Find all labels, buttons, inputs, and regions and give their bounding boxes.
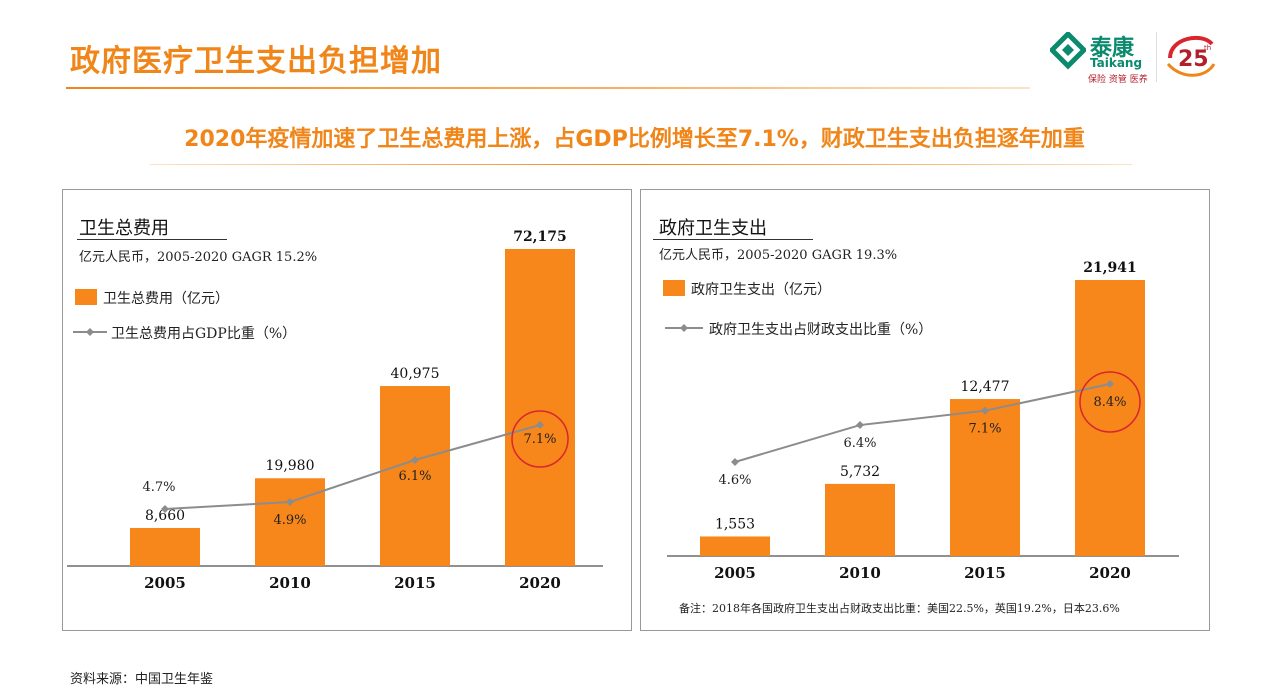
x-tick-label: 2020 [519,574,561,592]
legend-line-label: 政府卫生支出占财政支出比重（%） [709,322,933,338]
line-point-2010 [856,421,864,430]
legend-bar-label: 卫生总费用（亿元） [103,291,229,307]
bar-2005 [700,536,770,556]
line-point-2020 [1106,380,1114,388]
bar-value-label: 8,660 [145,508,185,524]
bar-value-label: 12,477 [961,379,1010,395]
line-value-label: 6.4% [843,436,876,451]
bar-2020 [505,249,575,566]
chart-title-rule [653,239,813,240]
series-line [734,383,1111,463]
anniversary-emblem-icon: 25 th [1166,35,1216,77]
line-point-2020 [536,421,544,429]
chart-title-rule [77,239,227,240]
chart-panel-total-health-expenditure: 卫生总费用 亿元人民币，2005-2020 GAGR 15.2% 卫生总费用（亿… [62,189,632,631]
title-divider [66,87,1030,89]
line-value-label: 6.1% [398,469,431,484]
line-value-label: 8.4% [1093,395,1126,410]
line-value-label: 4.7% [142,480,175,495]
line-point-2005 [161,505,169,513]
line-point-2015 [411,456,419,464]
highlight-circle [1079,371,1141,433]
x-tick-label: 2020 [1089,564,1131,582]
legend-line-swatch [73,328,107,336]
bar-2005 [130,527,200,566]
subtitle-divider [150,164,1132,165]
page-subtitle: 2020年疫情加速了卫生总费用上涨，占GDP比例增长至7.1%，财政卫生支出负担… [184,127,1085,152]
line-point-2015 [981,406,989,415]
chart-subtitle: 亿元人民币，2005-2020 GAGR 15.2% [79,250,318,265]
bar-2010 [825,483,895,556]
logo-divider [1156,32,1157,82]
chart-title: 卫生总费用 [79,218,169,239]
legend-line-swatch [665,324,703,332]
anniversary-number: 25 [1178,47,1209,72]
line-value-label: 4.6% [718,473,751,488]
x-tick-label: 2015 [394,574,436,592]
page-title: 政府医疗卫生支出负担增加 [70,44,442,79]
chart-subtitle: 亿元人民币，2005-2020 GAGR 19.3% [659,248,898,263]
logo-name-cn: 泰康 [1090,36,1135,61]
legend-line-label: 卫生总费用占GDP比重（%） [111,326,297,342]
bar-value-label: 40,975 [391,366,440,382]
bar-value-label: 5,732 [840,464,880,480]
line-value-label: 4.9% [273,513,306,528]
x-tick-label: 2010 [839,564,881,582]
chart-note: 备注：2018年各国政府卫生支出占财政支出比重：美国22.5%，英国19.2%，… [679,602,1120,615]
chart-panel-government-health-expenditure: 政府卫生支出 亿元人民币，2005-2020 GAGR 19.3% 政府卫生支出… [640,189,1210,631]
company-logo: 泰康 Taikang 保险 资管 医养 25 th [1050,28,1220,88]
anniversary-suffix: th [1204,44,1211,52]
chart-title: 政府卫生支出 [659,218,767,239]
bar-value-label: 1,553 [715,516,755,532]
x-tick-label: 2005 [144,574,186,592]
bar-value-label: 21,941 [1083,260,1137,276]
x-tick-label: 2015 [964,564,1006,582]
line-value-label: 7.1% [523,432,556,447]
legend-bar-label: 政府卫生支出（亿元） [691,282,831,298]
bar-2015 [380,386,450,566]
bar-2020 [1075,280,1145,556]
logo-tagline: 保险 资管 医养 [1088,75,1148,85]
x-tick-label: 2010 [269,574,311,592]
taikang-logo-icon [1050,32,1086,70]
highlight-circle [511,410,569,468]
bar-2010 [255,478,325,566]
source-note: 资料来源：中国卫生年鉴 [70,672,214,687]
x-tick-label: 2005 [714,564,756,582]
line-value-label: 7.1% [968,422,1001,437]
chart-plot-area: 1,553 2005 5,732 2010 12,477 2015 21,941 2020 4.… [667,260,1179,582]
series-line [164,424,541,510]
line-point-2010 [286,498,294,506]
bar-value-label: 19,980 [266,458,315,474]
bar-2015 [950,399,1020,556]
bar-value-label: 72,175 [513,229,567,245]
logo-name-en: Taikang [1090,56,1143,70]
legend-bar-swatch [663,280,685,296]
line-point-2005 [731,458,739,466]
legend-bar-swatch [75,289,97,305]
chart-plot-area: 8,660 2005 19,980 2010 40,975 2015 72,175 2020 4… [67,229,603,592]
